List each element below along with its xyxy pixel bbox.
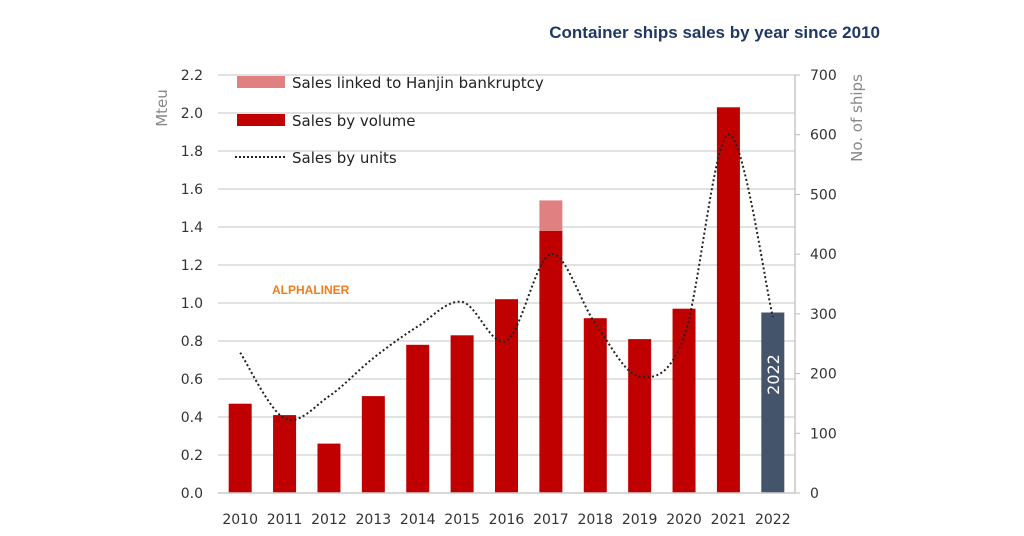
y2-axis-label: No. of ships: [848, 74, 866, 162]
x-tick-label: 2016: [489, 512, 525, 528]
legend-swatch-hanjin: [237, 76, 285, 88]
bar-volume-2010: [228, 403, 252, 493]
x-tick-label: 2017: [533, 512, 569, 528]
x-tick-label: 2021: [711, 512, 747, 528]
bars: 2022: [228, 107, 785, 494]
y2-tick-label: 700: [810, 68, 837, 84]
y-tick-label: 0.6: [181, 372, 203, 388]
y2-tick-label: 400: [810, 247, 837, 263]
bar-label-2022: 2022: [764, 354, 783, 395]
y-tick-label: 1.8: [181, 144, 203, 160]
y2-tick-label: 300: [810, 307, 837, 323]
y-tick-label: 0.4: [181, 410, 203, 426]
y-tick-label: 1.6: [181, 182, 203, 198]
bar-volume-2017: [539, 230, 563, 494]
y-tick-label: 1.0: [181, 296, 203, 312]
bar-volume-2013: [361, 396, 385, 493]
x-tick-label: 2022: [755, 512, 791, 528]
y-tick-label: 0.2: [181, 448, 203, 464]
legend-label-volume: Sales by volume: [292, 112, 415, 130]
y-tick-label: 2.2: [181, 68, 203, 84]
y2-tick-label: 100: [810, 426, 837, 442]
bar-volume-2019: [628, 339, 652, 493]
units-line: [239, 133, 774, 421]
y2-tick-label: 500: [810, 187, 837, 203]
bar-volume-2014: [406, 344, 430, 493]
bar-hanjin-2017: [539, 200, 563, 231]
axes: 0.0 0.2 0.4 0.6 0.8 1.0 1.2 1.4 1.6 1.8 2.0 2.2 0 100…: [181, 68, 837, 528]
bar-volume-2015: [450, 335, 474, 493]
x-tick-label: 2020: [666, 512, 702, 528]
y-axis-label: Mteu: [153, 89, 171, 127]
x-tick-label: 2015: [444, 512, 480, 528]
y2-tick-label: 0: [810, 486, 819, 502]
y2-tick-label: 200: [810, 367, 837, 383]
line-sales-by-units: [239, 133, 774, 421]
legend-swatch-volume: [237, 114, 285, 126]
chart-title: Container ships sales by year since 2010: [549, 23, 880, 42]
bar-volume-2016: [495, 299, 518, 493]
bar-volume-2021: [716, 107, 740, 494]
y-tick-label: 0.8: [181, 334, 203, 350]
x-tick-label: 2018: [577, 512, 613, 528]
bar-volume-2011: [273, 415, 297, 493]
watermark-alphaliner: ALPHALINER: [272, 283, 350, 297]
x-tick-label: 2019: [622, 512, 658, 528]
legend: Sales linked to Hanjin bankruptcy Sales …: [235, 74, 544, 167]
bar-volume-2020: [672, 308, 696, 493]
y-tick-label: 0.0: [181, 486, 203, 502]
x-tick-label: 2013: [356, 512, 392, 528]
bar-volume-2018: [583, 318, 607, 493]
x-tick-label: 2012: [311, 512, 347, 528]
bar-volume-2012: [317, 443, 341, 493]
x-tick-label: 2010: [222, 512, 258, 528]
legend-label-hanjin: Sales linked to Hanjin bankruptcy: [292, 74, 544, 92]
legend-label-units: Sales by units: [292, 149, 397, 167]
bar-volume-2022: [761, 312, 785, 493]
y-tick-label: 2.0: [181, 106, 203, 122]
x-tick-label: 2014: [400, 512, 436, 528]
x-tick-label: 2011: [267, 512, 303, 528]
y-tick-label: 1.2: [181, 258, 203, 274]
y-tick-label: 1.4: [181, 220, 203, 236]
y2-tick-label: 600: [810, 128, 837, 144]
